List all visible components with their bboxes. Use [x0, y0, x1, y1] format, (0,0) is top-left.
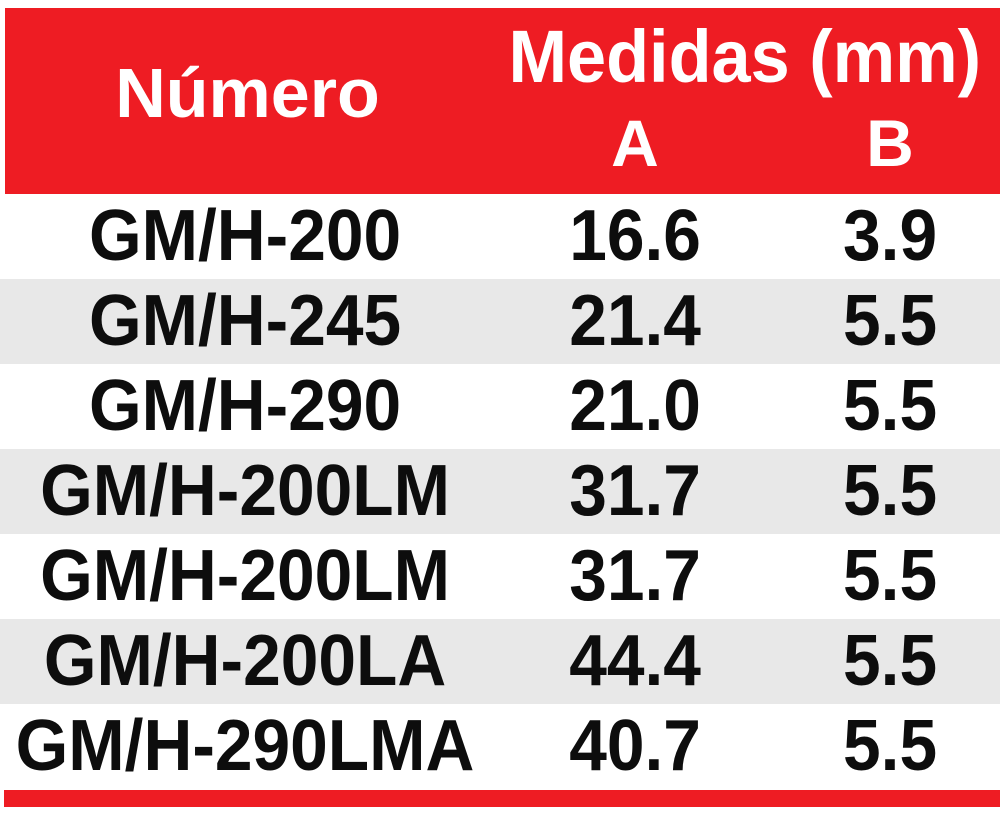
measure-b-value: 3.9	[842, 196, 938, 276]
measure-b-value: 5.5	[842, 706, 938, 786]
header-numero: Número	[115, 54, 380, 132]
measure-b-value: 5.5	[842, 536, 938, 616]
footer-red-bar	[4, 790, 1000, 807]
table-row: GM/H-245 21.4 5.5	[0, 279, 1000, 364]
numero-value: GM/H-245	[88, 281, 402, 361]
numero-value: GM/H-200LM	[40, 451, 450, 531]
numero-cell: GM/H-200LM	[0, 534, 490, 619]
numero-value: GM/H-290LMA	[15, 706, 475, 786]
measure-b-cell: 5.5	[780, 449, 1000, 534]
numero-value: GM/H-200LM	[40, 536, 450, 616]
numero-cell: GM/H-200LA	[0, 619, 490, 704]
measure-b-cell: 5.5	[780, 279, 1000, 364]
header-col-b: B	[866, 106, 914, 180]
table-row: GM/H-200 16.6 3.9	[0, 194, 1000, 279]
header-medidas: Medidas (mm)	[490, 8, 1000, 104]
measure-a-value: 21.0	[569, 366, 701, 446]
table-row: GM/H-200LA 44.4 5.5	[0, 619, 1000, 704]
numero-value: GM/H-200LA	[43, 621, 447, 701]
measure-b-value: 5.5	[842, 281, 938, 361]
header-medidas-label: Medidas (mm)	[508, 14, 982, 98]
table-row: GM/H-200LM 31.7 5.5	[0, 449, 1000, 534]
measure-b-cell: 5.5	[780, 704, 1000, 789]
measure-a-cell: 21.4	[490, 279, 780, 364]
measure-a-value: 16.6	[569, 196, 701, 276]
table-row: GM/H-200LM 31.7 5.5	[0, 534, 1000, 619]
measure-a-cell: 44.4	[490, 619, 780, 704]
measure-b-value: 5.5	[842, 366, 938, 446]
measure-b-cell: 5.5	[780, 534, 1000, 619]
table-row: GM/H-290LMA 40.7 5.5	[0, 704, 1000, 789]
numero-value: GM/H-290	[88, 366, 402, 446]
measure-a-value: 40.7	[569, 706, 701, 786]
measure-a-cell: 16.6	[490, 194, 780, 279]
numero-cell: GM/H-290LMA	[0, 704, 490, 789]
measure-a-value: 21.4	[569, 281, 701, 361]
measure-a-cell: 40.7	[490, 704, 780, 789]
numero-cell: GM/H-290	[0, 364, 490, 449]
measure-b-cell: 5.5	[780, 364, 1000, 449]
measure-b-cell: 3.9	[780, 194, 1000, 279]
numero-value: GM/H-200	[88, 196, 402, 276]
numero-cell: GM/H-200LM	[0, 449, 490, 534]
table-row: GM/H-290 21.0 5.5	[0, 364, 1000, 449]
measure-a-value: 44.4	[569, 621, 701, 701]
table-header: Número Medidas (mm) A B	[5, 8, 1000, 194]
measure-a-cell: 31.7	[490, 449, 780, 534]
header-col-a: A	[611, 106, 659, 180]
measure-a-value: 31.7	[569, 536, 701, 616]
measure-a-value: 31.7	[569, 451, 701, 531]
numero-cell: GM/H-200	[0, 194, 490, 279]
measure-a-cell: 21.0	[490, 364, 780, 449]
measure-a-cell: 31.7	[490, 534, 780, 619]
numero-cell: GM/H-245	[0, 279, 490, 364]
measure-b-cell: 5.5	[780, 619, 1000, 704]
table-body: GM/H-200 16.6 3.9 GM/H-245 21.4 5.5 GM/H…	[0, 194, 1000, 789]
measure-b-value: 5.5	[842, 621, 938, 701]
measure-b-value: 5.5	[842, 451, 938, 531]
